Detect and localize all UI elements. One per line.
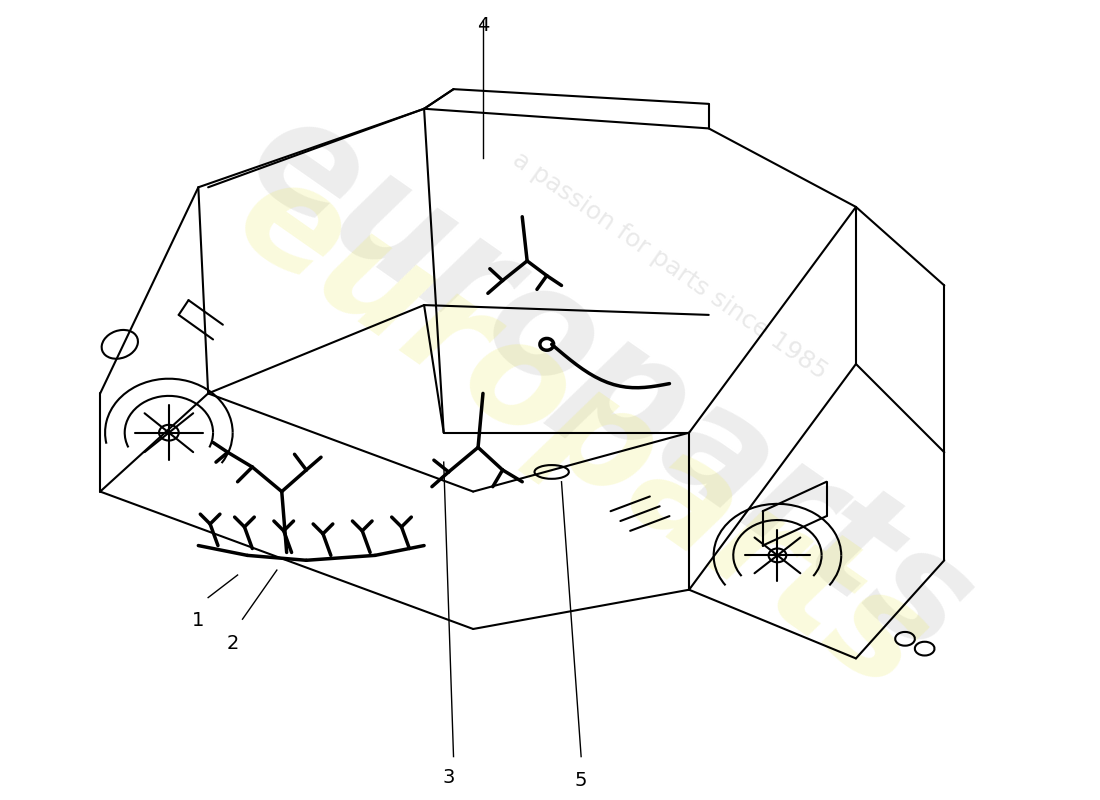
Text: 4: 4 (476, 15, 490, 34)
Text: 1: 1 (192, 611, 205, 630)
Text: europarts: europarts (222, 80, 999, 687)
Text: 3: 3 (442, 768, 454, 787)
Text: 5: 5 (575, 771, 587, 790)
Text: europarts: europarts (210, 144, 952, 722)
Text: a passion for parts since 1985: a passion for parts since 1985 (508, 147, 832, 384)
Text: 2: 2 (227, 634, 239, 653)
